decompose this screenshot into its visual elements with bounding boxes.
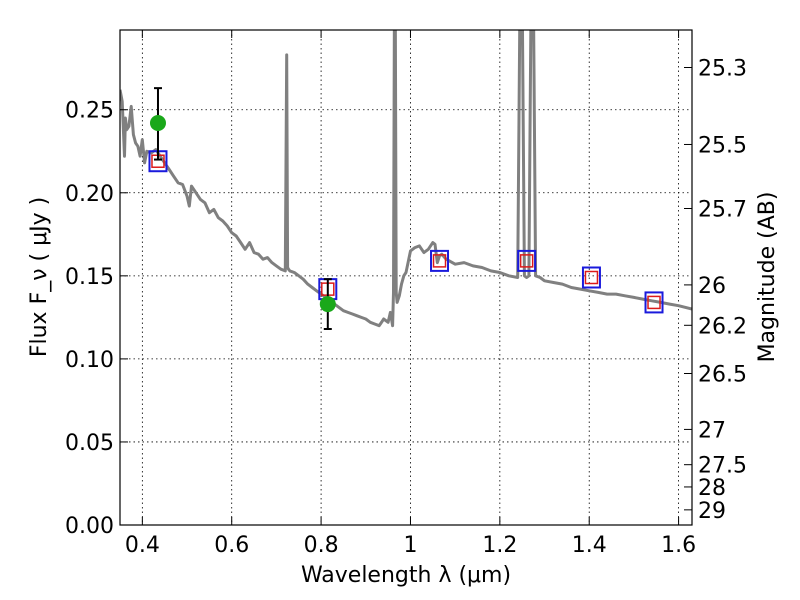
x-tick-label: 1.4 <box>572 533 607 558</box>
y2-tick-label: 29 <box>698 499 726 524</box>
axis-ticks: 0.4 0.6 0.8 1 1.2 1.4 1.6 0.00 0.05 0.10 0.15 0.20 0… <box>65 30 747 558</box>
x-tick-label: 1.2 <box>482 533 517 558</box>
spectrum-line <box>120 30 692 328</box>
model-box-marker <box>644 291 664 314</box>
photometry-markers <box>148 87 664 330</box>
y2-tick-label: 28 <box>698 476 726 501</box>
grid-lines <box>120 30 692 525</box>
y-tick-label: 0.10 <box>65 348 114 373</box>
y2-tick-label: 25.7 <box>698 197 747 222</box>
model-box-marker <box>517 249 537 272</box>
y-tick-label: 0.25 <box>65 99 114 124</box>
y-tick-label: 0.00 <box>65 514 114 539</box>
x-tick-label: 1.6 <box>661 533 696 558</box>
x-axis-title: Wavelength λ (μm) <box>301 563 511 588</box>
model-spectrum <box>120 30 692 328</box>
y-tick-label: 0.15 <box>65 265 114 290</box>
y2-tick-label: 25.5 <box>698 133 747 158</box>
y2-tick-label: 26 <box>698 274 726 299</box>
y2-tick-label: 27 <box>698 418 726 443</box>
y2-tick-label: 26.5 <box>698 363 747 388</box>
y-tick-label: 0.05 <box>65 431 114 456</box>
model-box-marker <box>581 266 601 289</box>
model-box-marker <box>430 249 450 272</box>
y2-tick-label: 27.5 <box>698 454 747 479</box>
y2-tick-label: 25.3 <box>698 57 747 82</box>
x-tick-label: 0.8 <box>304 533 339 558</box>
x-tick-label: 0.4 <box>125 533 160 558</box>
y-tick-label: 0.20 <box>65 182 114 207</box>
model-inner-marker <box>519 254 534 268</box>
model-inner-marker <box>647 295 661 310</box>
x-tick-label: 1 <box>403 533 417 558</box>
model-inner-marker <box>584 270 599 285</box>
model-inner-marker <box>432 254 447 268</box>
x-tick-label: 0.6 <box>214 533 249 558</box>
y2-axis-title: Magnitude (AB) <box>755 192 780 363</box>
y-axis-title: Flux F_ν ( μJy ) <box>27 197 52 357</box>
observed-point <box>319 296 336 313</box>
plot-frame <box>119 29 693 526</box>
observed-point <box>149 115 166 132</box>
y2-tick-label: 26.2 <box>698 314 747 339</box>
